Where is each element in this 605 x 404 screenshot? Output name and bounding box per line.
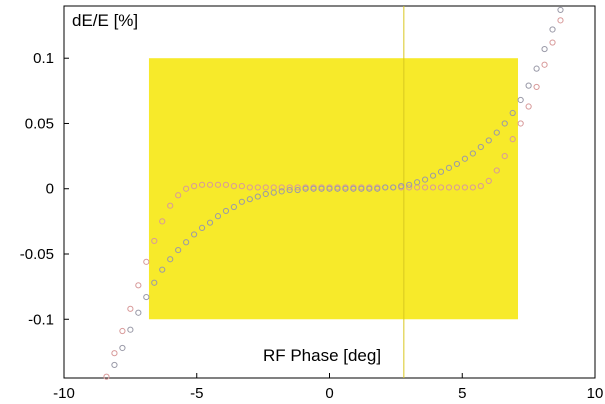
- x-tick-label: -5: [190, 385, 203, 402]
- x-tick-label: 10: [587, 385, 604, 402]
- y-tick-label: -0.1: [28, 311, 54, 328]
- x-tick-label: 0: [325, 385, 333, 402]
- y-axis-label: dE/E [%]: [72, 11, 138, 30]
- x-tick-label: -10: [53, 385, 75, 402]
- y-tick-label: -0.05: [20, 246, 54, 263]
- x-axis-label: RF Phase [deg]: [263, 346, 381, 365]
- y-tick-label: 0.05: [25, 115, 54, 132]
- y-tick-label: 0.1: [33, 50, 54, 67]
- y-tick-label: 0: [46, 181, 54, 198]
- x-tick-label: 5: [458, 385, 466, 402]
